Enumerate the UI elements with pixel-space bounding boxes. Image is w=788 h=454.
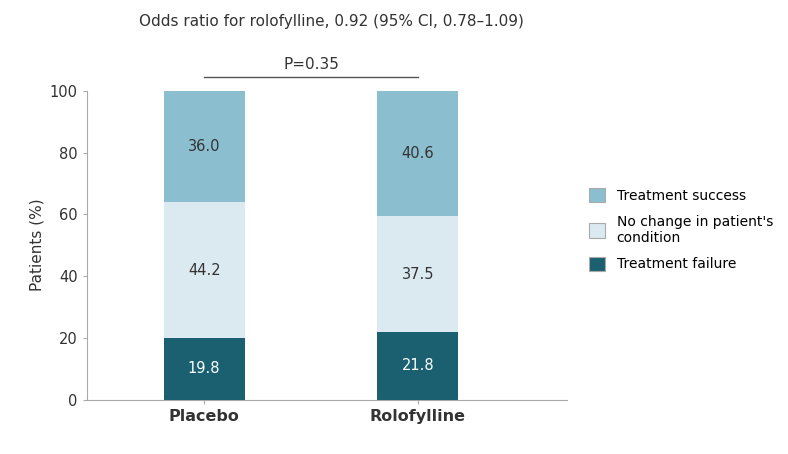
Text: 36.0: 36.0 — [188, 139, 221, 154]
Bar — [164, 338, 245, 400]
Text: 40.6: 40.6 — [402, 146, 434, 161]
Text: Odds ratio for rolofylline, 0.92 (95% CI, 0.78–1.09): Odds ratio for rolofylline, 0.92 (95% CI… — [139, 14, 523, 29]
Bar — [377, 91, 459, 217]
Bar — [377, 217, 459, 332]
Text: 19.8: 19.8 — [188, 361, 221, 376]
Text: 37.5: 37.5 — [402, 267, 434, 282]
Bar — [164, 91, 245, 202]
Text: 44.2: 44.2 — [188, 263, 221, 278]
Text: P=0.35: P=0.35 — [283, 57, 339, 72]
Text: 21.8: 21.8 — [402, 358, 434, 373]
Bar — [377, 332, 459, 400]
Y-axis label: Patients (%): Patients (%) — [29, 199, 44, 291]
Bar — [164, 202, 245, 338]
Legend: Treatment success, No change in patient's
condition, Treatment failure: Treatment success, No change in patient'… — [589, 188, 773, 271]
